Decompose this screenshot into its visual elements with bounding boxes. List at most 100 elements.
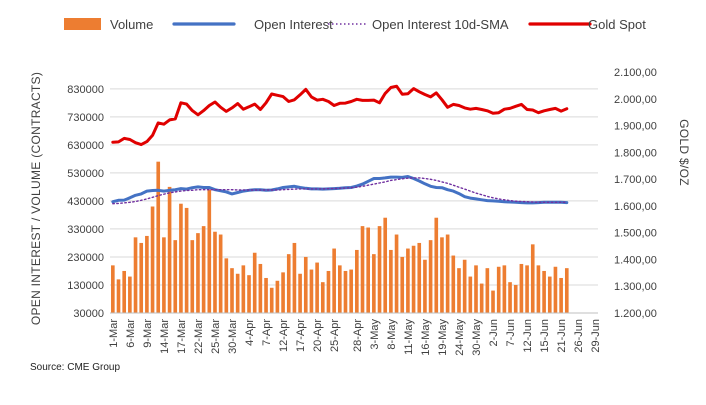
- right-tick-label: 1.200,00: [614, 308, 657, 320]
- volume-bar: [128, 276, 132, 313]
- x-tick-label: 30-Mar: [227, 319, 239, 354]
- left-axis-ticks: 30000 130000 230000 330000 430000 530000 63000…: [67, 84, 104, 320]
- volume-bar: [179, 203, 183, 313]
- x-tick-label: 6-Mar: [125, 319, 137, 348]
- volume-bar: [133, 237, 138, 313]
- x-tick-label: 17-Mar: [176, 319, 188, 354]
- legend-label: Open Interest: [254, 17, 333, 32]
- volume-bar: [298, 273, 302, 313]
- volume-bar: [542, 270, 546, 313]
- volume-bar: [445, 234, 450, 313]
- volume-bar: [111, 265, 115, 313]
- x-tick-label: 7-Apr: [261, 319, 273, 346]
- volume-bar: [462, 259, 467, 313]
- volume-bar: [167, 186, 172, 313]
- source-note: Source: CME Group: [30, 362, 120, 373]
- x-tick-label: 21-Jun: [556, 319, 568, 353]
- volume-bar: [173, 240, 178, 313]
- x-tick-label: 3-May: [369, 319, 381, 350]
- volume-bar: [269, 287, 274, 313]
- volume-bar: [332, 248, 336, 313]
- volume-bar: [366, 227, 371, 313]
- right-tick-label: 1.400,00: [614, 254, 657, 266]
- chart-legend: Volume Open Interest Open Interest 10d-SMA…: [64, 17, 646, 32]
- x-tick-label: 24-May: [454, 319, 466, 356]
- left-tick-label: 630000: [67, 140, 104, 152]
- volume-bars: [111, 161, 569, 313]
- x-tick-label: 29-Jun: [590, 319, 602, 353]
- open-interest-line: [111, 175, 569, 205]
- open-interest-sma-line: [112, 177, 568, 205]
- right-tick-label: 1.900,00: [614, 121, 657, 133]
- x-axis-ticks: 1-Mar 6-Mar 9-Mar 14-Mar 17-Mar 22-Mar 25-Mar 3…: [108, 319, 602, 356]
- left-tick-label: 30000: [73, 308, 104, 320]
- series-lines: [111, 84, 569, 205]
- left-axis-title: OPEN INTEREST / VOLUME (CONTRACTS): [29, 72, 43, 325]
- x-tick-label: 30-May: [471, 319, 483, 356]
- volume-bar: [457, 268, 461, 313]
- volume-bar: [275, 280, 280, 313]
- volume-bar: [156, 161, 161, 313]
- volume-bar: [230, 268, 234, 313]
- right-tick-label: 2.100,00: [614, 67, 657, 79]
- volume-bar: [139, 242, 144, 313]
- left-tick-label: 730000: [67, 112, 104, 124]
- volume-bar: [400, 256, 405, 313]
- right-axis-ticks: 1.200,00 1.300,00 1.400,00 1.500,00 1.600,00…: [614, 67, 657, 320]
- volume-bar: [508, 282, 512, 313]
- volume-bar: [513, 284, 518, 313]
- volume-bar: [241, 265, 246, 313]
- volume-bar: [519, 263, 524, 313]
- volume-bar: [406, 248, 410, 313]
- volume-bar: [536, 265, 541, 313]
- volume-bar: [423, 259, 427, 313]
- volume-bar: [145, 235, 149, 313]
- volume-bar: [394, 234, 399, 313]
- volume-bar: [485, 268, 490, 313]
- volume-bar: [235, 273, 240, 313]
- volume-bar: [502, 265, 507, 313]
- right-tick-label: 1.300,00: [614, 281, 657, 293]
- volume-bar: [564, 268, 569, 313]
- x-tick-label: 14-Mar: [159, 319, 171, 354]
- volume-bar: [218, 234, 223, 313]
- x-tick-label: 17-Apr: [295, 319, 307, 352]
- volume-bar: [372, 254, 376, 313]
- volume-bar: [326, 270, 331, 313]
- x-tick-label: 25-Mar: [210, 319, 222, 354]
- x-tick-label: 26-Jun: [573, 319, 585, 353]
- volume-bar: [377, 226, 382, 313]
- x-tick-label: 22-Mar: [193, 319, 205, 354]
- volume-bar: [491, 290, 495, 313]
- volume-bar: [258, 263, 263, 313]
- volume-bar: [547, 276, 552, 313]
- volume-bar: [440, 237, 444, 313]
- left-tick-label: 130000: [67, 280, 104, 292]
- volume-bar: [530, 244, 535, 313]
- volume-bar: [417, 242, 422, 313]
- gridlines: [110, 88, 598, 314]
- volume-bar: [162, 237, 166, 313]
- right-tick-label: 1.800,00: [614, 147, 657, 159]
- x-tick-label: 15-Jun: [539, 319, 551, 353]
- x-tick-label: 12-Jun: [522, 319, 534, 353]
- volume-bar: [281, 272, 285, 313]
- volume-bar: [360, 226, 365, 313]
- gold-spot-line: [111, 84, 569, 147]
- x-tick-label: 1-Mar: [108, 319, 120, 348]
- volume-bar: [411, 245, 416, 313]
- x-tick-label: 11-May: [403, 319, 415, 355]
- x-tick-label: 4-Apr: [244, 319, 256, 346]
- volume-bar: [434, 217, 439, 313]
- volume-bar: [184, 207, 189, 313]
- volume-bar: [286, 254, 291, 313]
- volume-bar: [201, 226, 206, 313]
- x-tick-label: 8-May: [386, 319, 398, 350]
- volume-bar: [389, 249, 393, 313]
- volume-bar: [468, 276, 473, 313]
- legend-label: Open Interest 10d-SMA: [372, 17, 509, 32]
- volume-bar: [474, 265, 478, 313]
- legend-label: Gold Spot: [588, 17, 646, 32]
- left-tick-label: 330000: [67, 224, 104, 236]
